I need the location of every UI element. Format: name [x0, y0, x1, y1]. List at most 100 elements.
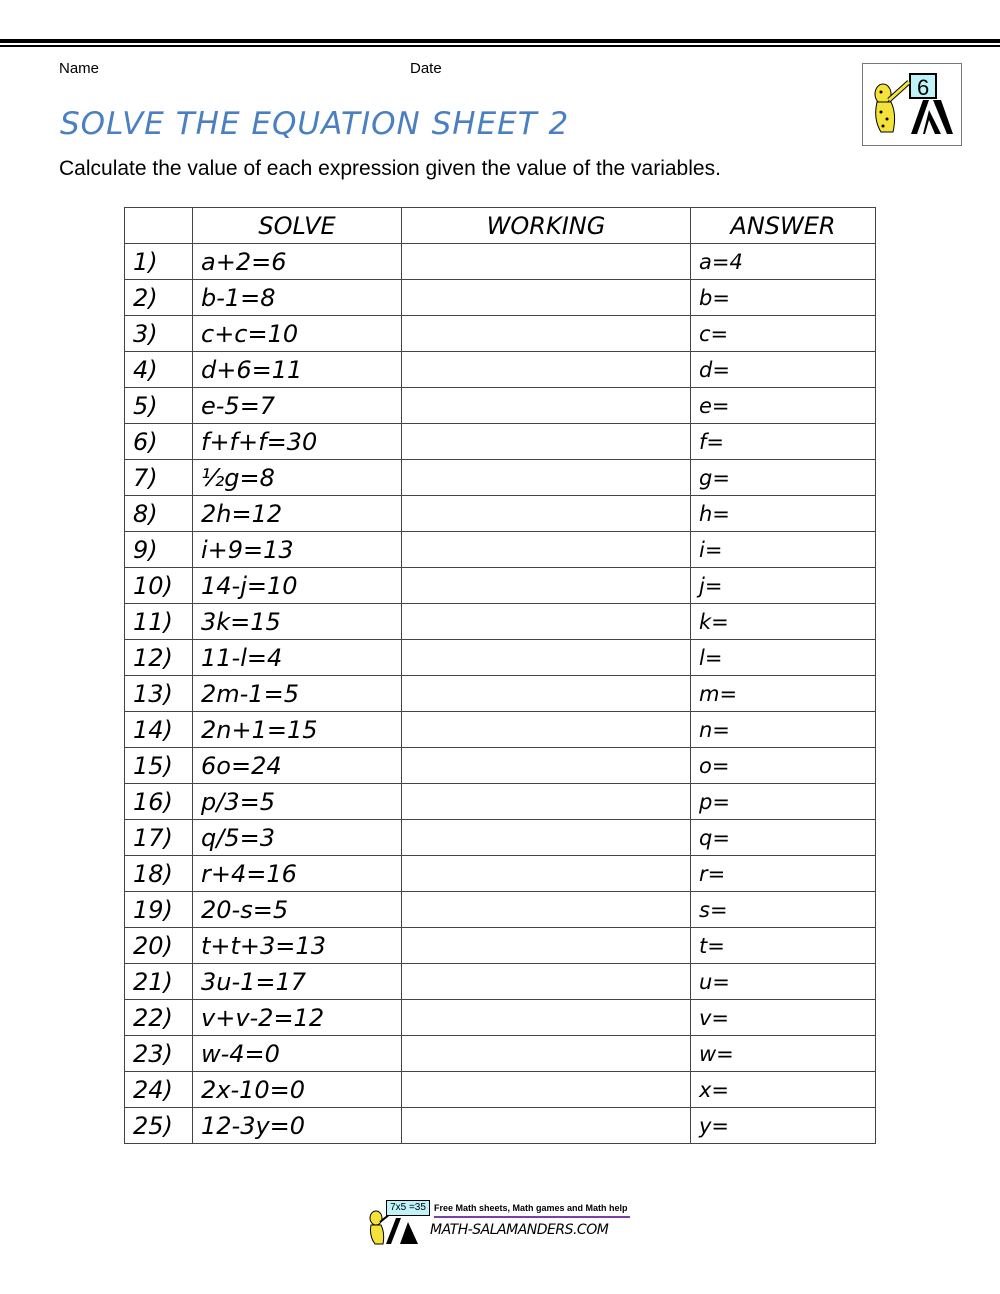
equation: 2x-10=0	[192, 1071, 402, 1108]
table-row: 20) t+t+3=13 t=	[124, 927, 876, 964]
equation: 3u-1=17	[192, 963, 402, 1000]
answer-cell[interactable]: h=	[690, 495, 876, 532]
problem-number: 25)	[124, 1107, 193, 1144]
table-row: 25) 12-3y=0 y=	[124, 1107, 876, 1144]
equation: e-5=7	[192, 387, 402, 424]
working-cell[interactable]	[401, 999, 691, 1036]
table-row: 15) 6o=24 o=	[124, 747, 876, 784]
answer-cell[interactable]: e=	[690, 387, 876, 424]
table-row: 2) b-1=8 b=	[124, 279, 876, 316]
working-cell[interactable]	[401, 1071, 691, 1108]
equation: 2n+1=15	[192, 711, 402, 748]
answer-cell[interactable]: r=	[690, 855, 876, 892]
table-row: 14) 2n+1=15 n=	[124, 711, 876, 748]
answer-cell[interactable]: q=	[690, 819, 876, 856]
answer-cell[interactable]: t=	[690, 927, 876, 964]
answer-cell[interactable]: l=	[690, 639, 876, 676]
answer-cell[interactable]: s=	[690, 891, 876, 928]
equation: a+2=6	[192, 243, 402, 280]
answer-cell[interactable]: x=	[690, 1071, 876, 1108]
answer-cell[interactable]: n=	[690, 711, 876, 748]
header-answer: ANSWER	[690, 207, 876, 244]
problem-number: 12)	[124, 639, 193, 676]
working-cell[interactable]	[401, 747, 691, 784]
equation-table: SOLVE WORKING ANSWER 1) a+2=6 a=4 2) b-1=…	[124, 207, 876, 1144]
working-cell[interactable]	[401, 1035, 691, 1072]
footer-site-link[interactable]: MATH-SALAMANDERS.COM	[430, 1222, 609, 1238]
working-cell[interactable]	[401, 495, 691, 532]
answer-cell[interactable]: u=	[690, 963, 876, 1000]
working-cell[interactable]	[401, 855, 691, 892]
problem-number: 15)	[124, 747, 193, 784]
working-cell[interactable]	[401, 963, 691, 1000]
equation: q/5=3	[192, 819, 402, 856]
equation: w-4=0	[192, 1035, 402, 1072]
problem-number: 13)	[124, 675, 193, 712]
problem-number: 11)	[124, 603, 193, 640]
answer-cell[interactable]: v=	[690, 999, 876, 1036]
table-row: 6) f+f+f=30 f=	[124, 423, 876, 460]
table-row: 9) i+9=13 i=	[124, 531, 876, 568]
problem-number: 23)	[124, 1035, 193, 1072]
answer-cell[interactable]: m=	[690, 675, 876, 712]
equation: v+v-2=12	[192, 999, 402, 1036]
working-cell[interactable]	[401, 387, 691, 424]
answer-cell[interactable]: o=	[690, 747, 876, 784]
equation: 2h=12	[192, 495, 402, 532]
answer-cell[interactable]: k=	[690, 603, 876, 640]
table-row: 8) 2h=12 h=	[124, 495, 876, 532]
answer-cell[interactable]: f=	[690, 423, 876, 460]
answer-cell[interactable]: p=	[690, 783, 876, 820]
equation: f+f+f=30	[192, 423, 402, 460]
problem-number: 22)	[124, 999, 193, 1036]
answer-cell[interactable]: g=	[690, 459, 876, 496]
working-cell[interactable]	[401, 351, 691, 388]
name-label: Name	[59, 60, 100, 77]
table-row: 5) e-5=7 e=	[124, 387, 876, 424]
answer-cell[interactable]: j=	[690, 567, 876, 604]
answer-cell[interactable]: b=	[690, 279, 876, 316]
answer-cell[interactable]: a=4	[690, 243, 876, 280]
equation: p/3=5	[192, 783, 402, 820]
working-cell[interactable]	[401, 819, 691, 856]
table-row: 11) 3k=15 k=	[124, 603, 876, 640]
salamander-logo: 6	[862, 63, 962, 146]
problem-number: 2)	[124, 279, 193, 316]
answer-cell[interactable]: i=	[690, 531, 876, 568]
answer-cell[interactable]: y=	[690, 1107, 876, 1144]
answer-cell[interactable]: w=	[690, 1035, 876, 1072]
working-cell[interactable]	[401, 675, 691, 712]
top-rule	[0, 39, 1000, 43]
table-header-row: SOLVE WORKING ANSWER	[124, 207, 876, 244]
equation: 6o=24	[192, 747, 402, 784]
equation: 3k=15	[192, 603, 402, 640]
date-label: Date	[410, 60, 442, 77]
working-cell[interactable]	[401, 927, 691, 964]
working-cell[interactable]	[401, 567, 691, 604]
working-cell[interactable]	[401, 423, 691, 460]
footer-badge: 7x5 =35	[386, 1200, 430, 1216]
working-cell[interactable]	[401, 315, 691, 352]
working-cell[interactable]	[401, 639, 691, 676]
working-cell[interactable]	[401, 603, 691, 640]
answer-cell[interactable]: c=	[690, 315, 876, 352]
working-cell[interactable]	[401, 891, 691, 928]
problem-number: 18)	[124, 855, 193, 892]
working-cell[interactable]	[401, 531, 691, 568]
working-cell[interactable]	[401, 243, 691, 280]
instructions: Calculate the value of each expression g…	[59, 157, 721, 180]
equation: 2m-1=5	[192, 675, 402, 712]
working-cell[interactable]	[401, 279, 691, 316]
table-row: 12) 11-l=4 l=	[124, 639, 876, 676]
problem-number: 24)	[124, 1071, 193, 1108]
problem-number: 5)	[124, 387, 193, 424]
working-cell[interactable]	[401, 459, 691, 496]
working-cell[interactable]	[401, 783, 691, 820]
footer-divider	[434, 1216, 630, 1218]
working-cell[interactable]	[401, 711, 691, 748]
answer-cell[interactable]: d=	[690, 351, 876, 388]
page-title: SOLVE THE EQUATION SHEET 2	[60, 106, 570, 142]
working-cell[interactable]	[401, 1107, 691, 1144]
problem-number: 16)	[124, 783, 193, 820]
